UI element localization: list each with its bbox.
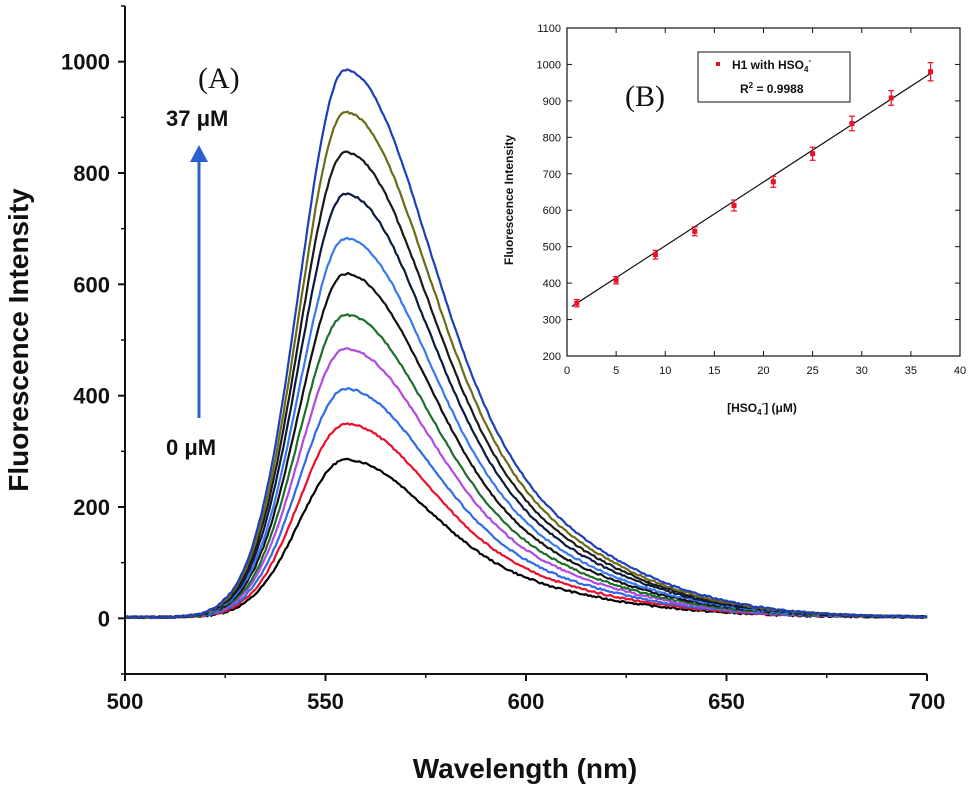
inset-y-tick-label: 400 — [543, 278, 561, 290]
inset-y-tick-label: 300 — [543, 315, 561, 327]
linear-fit-line — [571, 73, 931, 307]
main-y-tick-label: 800 — [73, 161, 110, 186]
inset-x-tick-label: 10 — [659, 365, 671, 377]
panel-label-b: (B) — [625, 80, 665, 113]
inset-x-tick-label: 15 — [708, 365, 720, 377]
point-marker — [849, 120, 855, 126]
concentration-arrow — [190, 145, 208, 418]
spectrum-curves — [124, 68, 928, 620]
spectrum-curve — [124, 110, 928, 620]
calibration-point — [573, 298, 580, 308]
spectrum-curve — [125, 68, 928, 620]
inset-legend: H1 with HSO4- R2 = 0.9988 — [697, 51, 851, 103]
inset-y-axis-title: Fluorescence Intensity — [502, 135, 516, 265]
legend-marker — [716, 62, 720, 66]
main-y-tick-label: 0 — [98, 606, 110, 631]
inset-x-tick-label: 40 — [954, 365, 966, 377]
legend-series-name: H1 with HSO4- — [732, 56, 811, 74]
panel-label-a: (A) — [198, 62, 240, 95]
inset-y-tick-label: 1100 — [537, 23, 561, 35]
point-marker — [652, 252, 658, 258]
point-marker — [574, 300, 580, 306]
point-marker — [731, 202, 737, 208]
point-marker — [613, 277, 619, 283]
point-marker — [692, 228, 698, 234]
inset-x-tick-label: 35 — [905, 365, 917, 377]
calibration-point — [770, 175, 777, 188]
main-y-tick-label: 600 — [73, 272, 110, 297]
inset-calibration-panel: 0 5 10 15 20 25 30 35 40 200 300 400 500 600 700 800 900… — [502, 23, 966, 417]
inset-x-tick-label: 5 — [613, 365, 619, 377]
main-x-tick-label: 500 — [107, 689, 144, 714]
main-y-tick-label: 400 — [73, 384, 110, 409]
inset-x-tick-label: 25 — [807, 365, 819, 377]
point-marker — [888, 95, 894, 101]
point-marker — [810, 151, 816, 157]
main-x-axis-title: Wavelength (nm) — [413, 753, 638, 784]
inset-y-tick-label: 500 — [543, 242, 561, 254]
arrow-start-label: 0 μM — [166, 435, 216, 460]
calibration-point — [613, 275, 620, 285]
inset-x-tick-label: 0 — [564, 365, 570, 377]
inset-y-tick-label: 1000 — [537, 59, 561, 71]
inset-y-tick-label: 900 — [543, 96, 561, 108]
calibration-point — [888, 90, 895, 106]
main-x-tick-label: 700 — [909, 689, 946, 714]
main-y-tick-label: 1000 — [61, 50, 110, 75]
point-marker — [928, 69, 934, 75]
calibration-point — [927, 62, 934, 82]
inset-x-tick-label: 20 — [757, 365, 769, 377]
inset-x-axis-title: [HSO4-] (μM) — [727, 399, 797, 417]
inset-x-tick-label: 30 — [856, 365, 868, 377]
legend-r-squared: R2 = 0.9988 — [740, 81, 804, 96]
main-x-tick-label: 550 — [307, 689, 344, 714]
main-y-axis-title: Fluorescence Intensity — [3, 188, 34, 492]
arrow-end-label: 37 μM — [166, 106, 228, 131]
main-x-tick-label: 600 — [508, 689, 545, 714]
calibration-point — [848, 115, 855, 132]
inset-y-tick-label: 200 — [543, 351, 561, 363]
inset-tick-labels: 0 5 10 15 20 25 30 35 40 200 300 400 500 600 700 800 900… — [537, 23, 967, 377]
main-y-tick-label: 200 — [73, 495, 110, 520]
calibration-point — [652, 249, 659, 260]
calibration-point — [809, 146, 816, 161]
point-marker — [770, 179, 776, 185]
inset-y-tick-label: 700 — [543, 169, 561, 181]
calibration-point — [691, 226, 698, 237]
inset-y-tick-label: 800 — [543, 132, 561, 144]
main-axes — [118, 5, 928, 681]
legend-box — [697, 51, 851, 103]
calibration-points — [573, 62, 934, 308]
calibration-point — [731, 199, 738, 212]
main-x-tick-label: 650 — [708, 689, 745, 714]
inset-y-tick-label: 600 — [543, 205, 561, 217]
